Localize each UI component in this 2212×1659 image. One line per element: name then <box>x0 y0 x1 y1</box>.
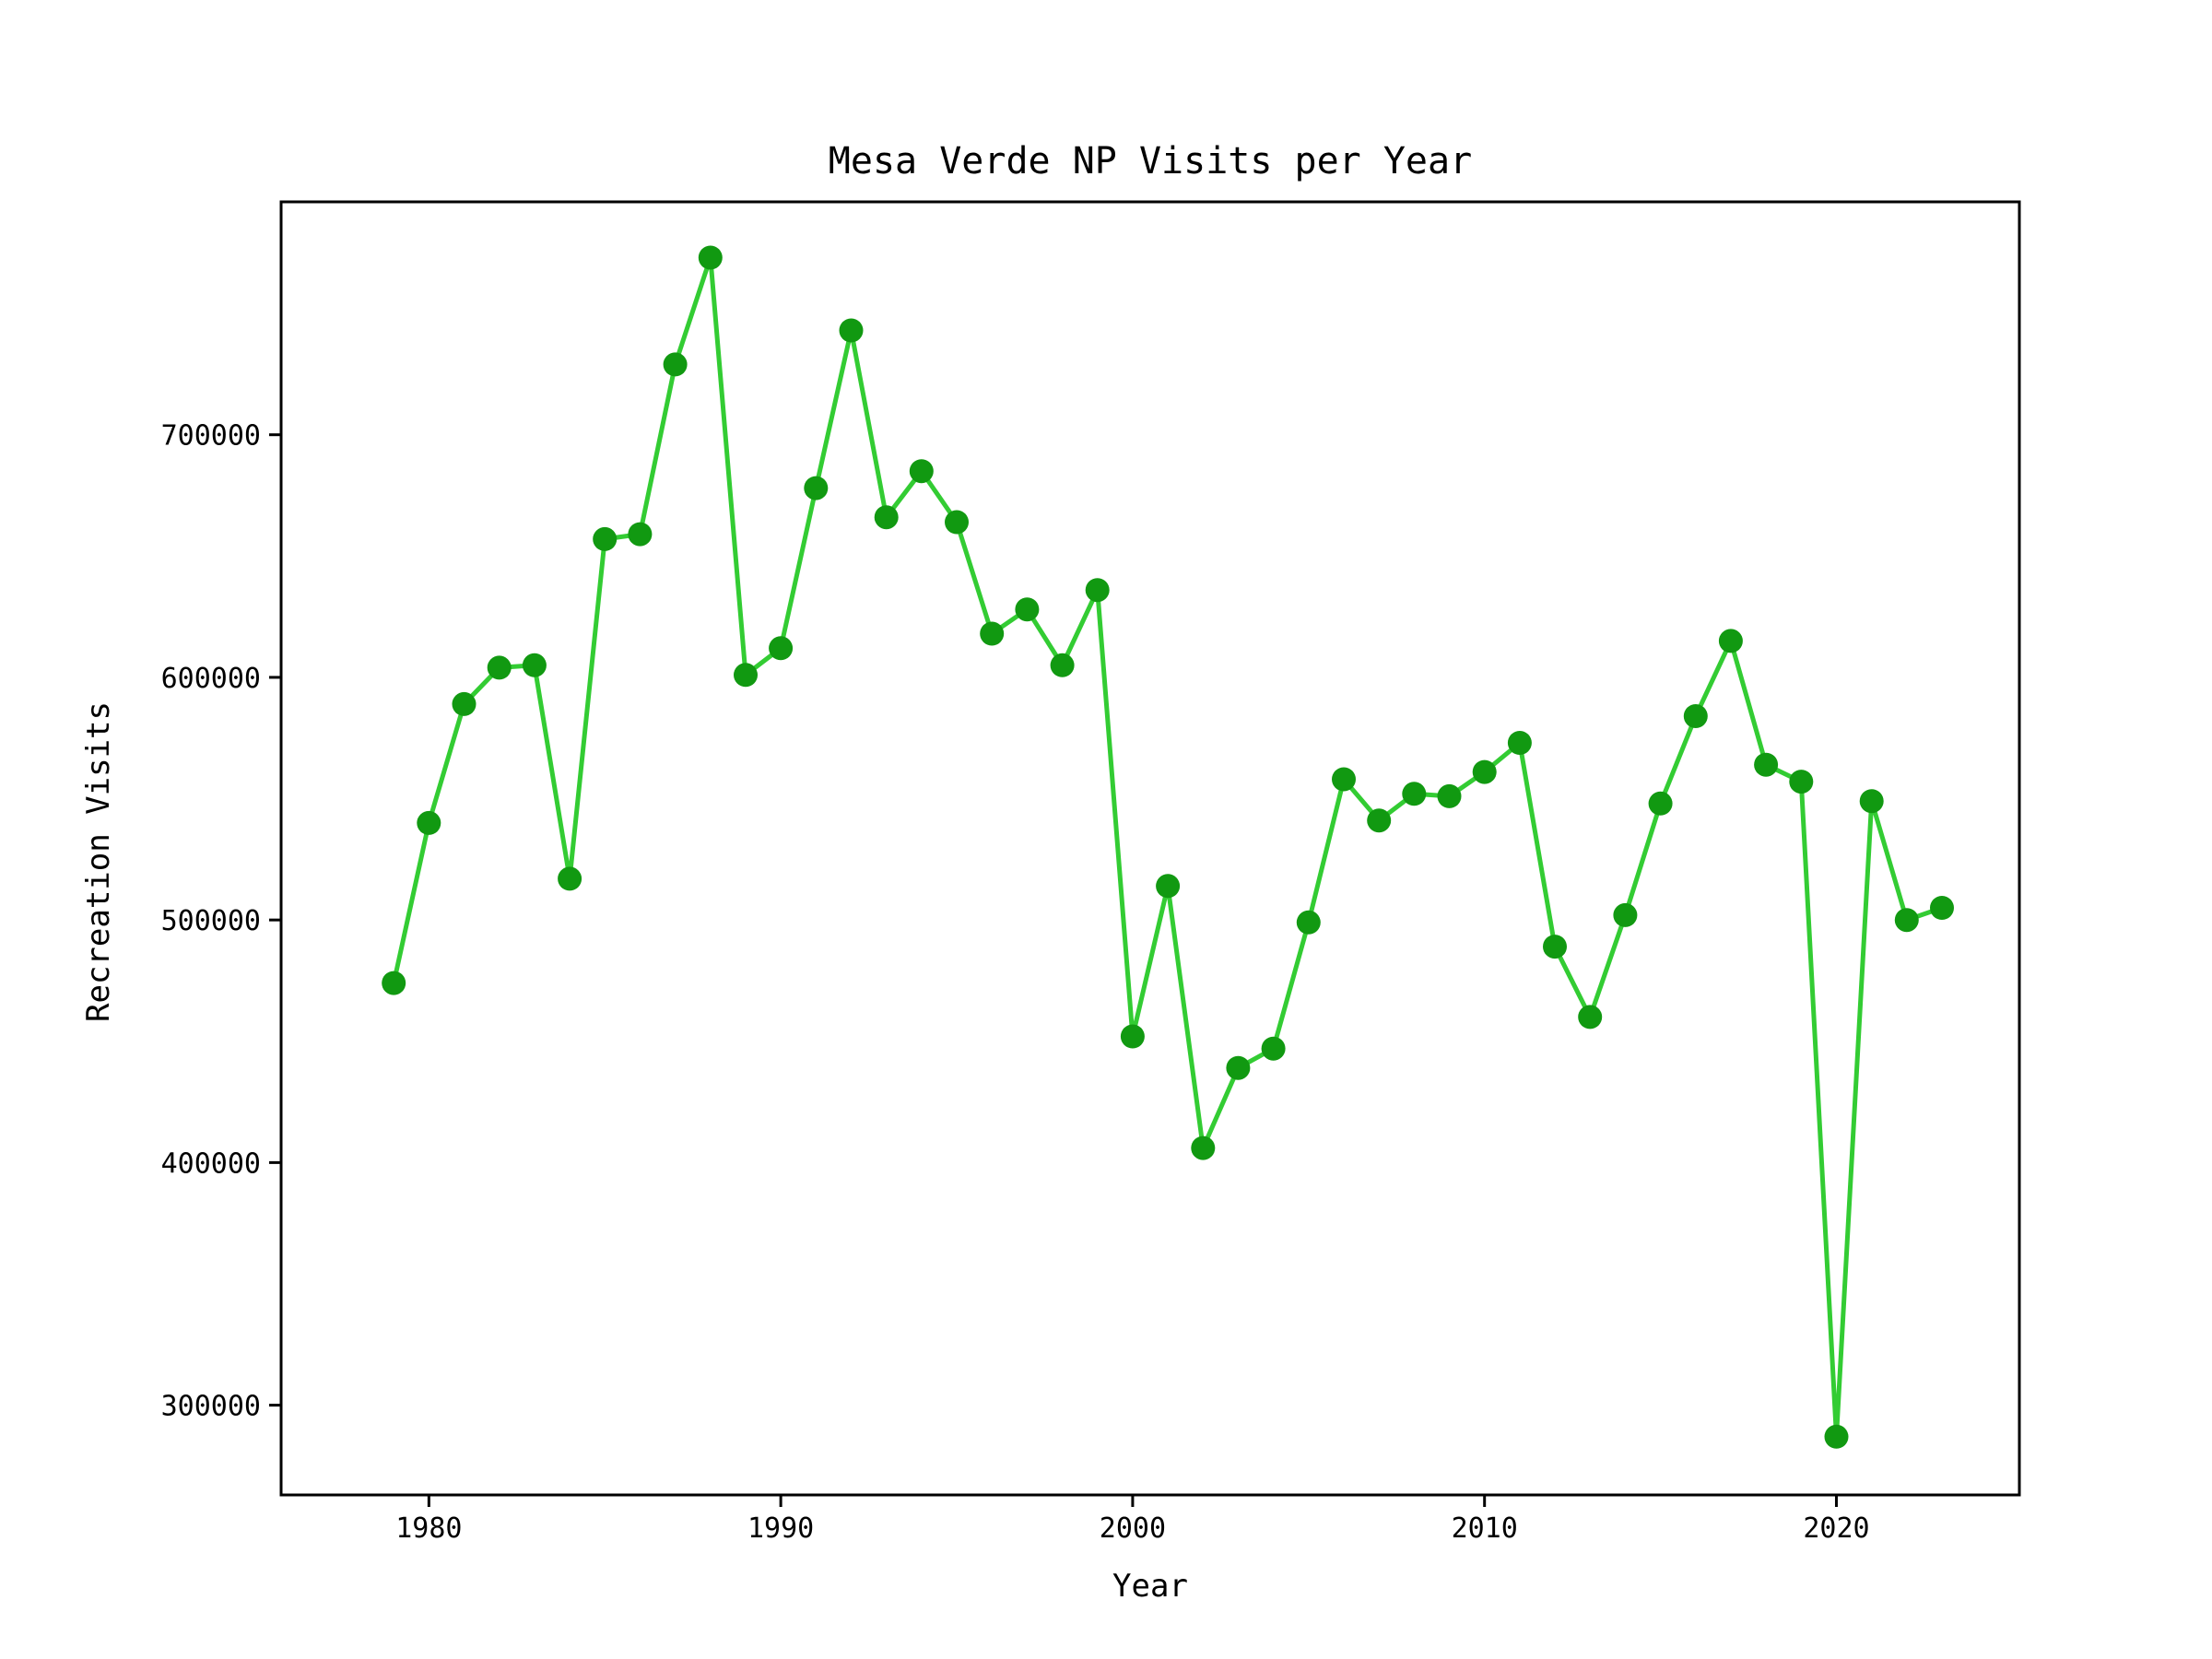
data-point <box>945 510 969 535</box>
data-point <box>1332 767 1356 792</box>
data-point <box>1683 704 1708 728</box>
data-point <box>1613 902 1638 927</box>
data-point <box>980 621 1005 646</box>
axis-ticks: 1980 1990 2000 2010 2020 300000 400000 500000 60… <box>161 420 1870 1545</box>
data-point <box>769 636 794 661</box>
data-point <box>909 459 934 484</box>
data-point <box>698 245 723 270</box>
data-point <box>1824 1424 1849 1449</box>
data-point <box>628 522 653 547</box>
chart-title: Mesa Verde NP Visits per Year <box>829 140 1472 182</box>
x-tick-label: 1990 <box>747 1512 814 1545</box>
data-point <box>1191 1135 1216 1160</box>
data-point <box>382 971 406 995</box>
y-tick-label: 300000 <box>161 1391 261 1423</box>
data-point <box>1894 908 1919 933</box>
plot-marks <box>382 245 1954 1449</box>
y-tick-label: 700000 <box>161 420 261 453</box>
data-point <box>1789 770 1814 794</box>
data-point <box>522 653 547 677</box>
data-point <box>1754 752 1779 777</box>
data-point <box>1507 731 1532 755</box>
series-line <box>391 255 1943 1440</box>
x-axis-label: Year <box>1112 1568 1188 1605</box>
data-point <box>663 352 688 377</box>
data-point <box>1437 783 1462 808</box>
data-point <box>1859 789 1884 814</box>
data-point <box>417 810 441 835</box>
data-point <box>734 663 758 688</box>
x-tick-label: 2000 <box>1100 1512 1166 1545</box>
data-point <box>1015 597 1040 622</box>
data-point <box>1718 629 1743 653</box>
data-point <box>1296 910 1321 935</box>
y-tick-label: 400000 <box>161 1147 261 1180</box>
data-point <box>1930 896 1954 920</box>
data-point <box>874 505 899 530</box>
data-point <box>1578 1005 1603 1030</box>
y-axis-label: Recreation Visits <box>80 701 117 1022</box>
data-point <box>1543 935 1567 959</box>
data-point <box>593 526 618 551</box>
data-point <box>452 691 477 716</box>
data-point <box>1085 578 1110 603</box>
y-tick-label: 500000 <box>161 905 261 937</box>
data-point <box>839 318 864 343</box>
plot-frame <box>279 200 2021 1497</box>
data-point <box>1226 1055 1251 1080</box>
data-point <box>1261 1036 1286 1061</box>
y-tick-label: 600000 <box>161 663 261 695</box>
x-tick-label: 2020 <box>1803 1512 1869 1545</box>
data-point <box>804 476 829 500</box>
data-point <box>1402 782 1427 806</box>
data-point <box>1120 1024 1145 1049</box>
x-tick-label: 2010 <box>1452 1512 1518 1545</box>
x-tick-label: 1980 <box>395 1512 462 1545</box>
data-point <box>1156 874 1181 899</box>
data-point <box>1050 653 1075 677</box>
data-point <box>487 655 512 680</box>
data-point <box>1472 759 1497 784</box>
data-point <box>558 866 582 891</box>
data-point <box>1367 808 1392 833</box>
data-point <box>1648 791 1673 816</box>
